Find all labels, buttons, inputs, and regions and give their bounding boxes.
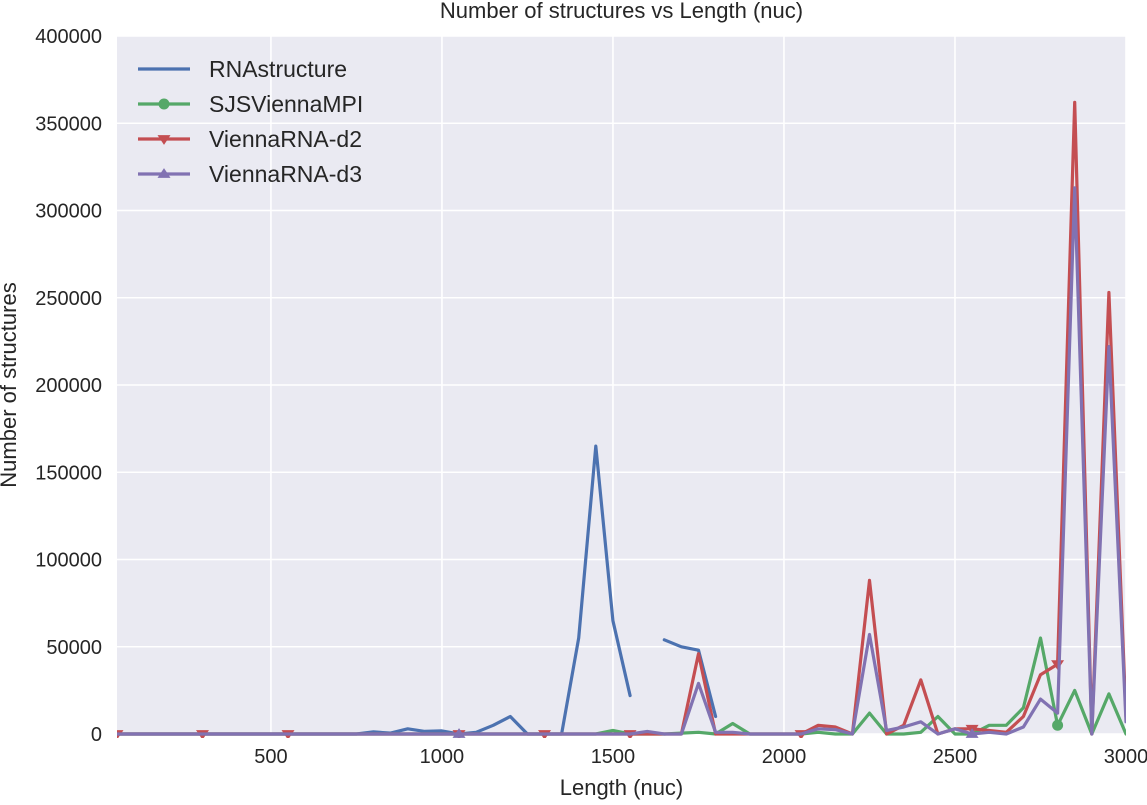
y-tick-label: 50000	[46, 637, 102, 659]
x-tick-label: 1000	[420, 746, 465, 768]
chart-title: Number of structures vs Length (nuc)	[440, 0, 803, 23]
data-point-viennarna-d3	[452, 728, 466, 738]
legend-label: SJSViennaMPI	[209, 91, 363, 117]
legend-marker	[157, 168, 171, 178]
y-tick-label: 200000	[35, 375, 102, 397]
y-tick-label: 300000	[35, 201, 102, 223]
legend-label: ViennaRNA-d2	[209, 126, 362, 152]
legend-item-sjsviennampi: SJSViennaMPI	[138, 91, 363, 117]
data-point-sjsviennampi	[1052, 719, 1064, 731]
y-axis-label: Number of structures	[0, 282, 21, 487]
legend-label: RNAstructure	[209, 56, 347, 82]
x-tick-label: 2500	[933, 746, 978, 768]
x-tick-label: 1500	[591, 746, 636, 768]
series-line-rnastructure	[662, 638, 718, 719]
legend-marker	[157, 135, 171, 145]
x-tick-label: 2000	[762, 746, 807, 768]
series-line-viennarna-d3	[117, 186, 1126, 736]
tick-labels: 500 1000 1500 2000 2500 3000 0 50000 100000 15000…	[35, 26, 1147, 768]
y-tick-label: 400000	[35, 26, 102, 48]
legend-label: ViennaRNA-d3	[209, 161, 362, 187]
y-tick-label: 100000	[35, 550, 102, 572]
legend-item-viennarna-d3: ViennaRNA-d3	[138, 161, 362, 187]
series-layer	[117, 100, 1126, 738]
x-axis-label: Length (nuc)	[560, 775, 684, 800]
x-tick-label: 3000	[1104, 746, 1147, 768]
data-point-viennarna-d3	[965, 728, 979, 738]
legend: RNAstructure SJSViennaMPI ViennaRNA-d2 Vien…	[138, 56, 363, 187]
y-tick-label: 350000	[35, 113, 102, 135]
legend-marker	[158, 98, 170, 110]
grid	[117, 35, 1127, 735]
legend-item-rnastructure: RNAstructure	[138, 56, 347, 82]
x-tick-label: 500	[254, 746, 287, 768]
y-tick-label: 0	[91, 724, 102, 746]
y-tick-label: 250000	[35, 288, 102, 310]
series-viennarna-d3	[117, 186, 1126, 738]
legend-item-viennarna-d2: ViennaRNA-d2	[138, 126, 362, 152]
y-tick-label: 150000	[35, 462, 102, 484]
